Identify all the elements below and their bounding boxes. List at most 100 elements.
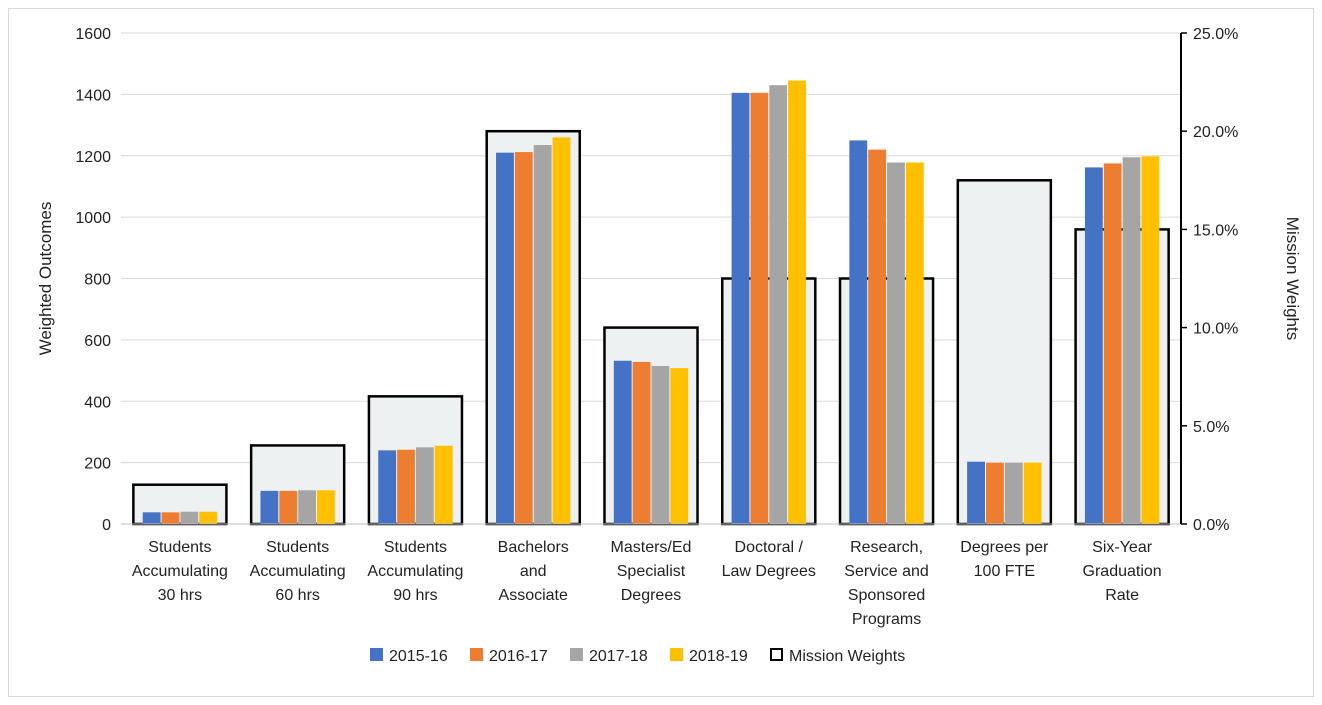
y2-tick-label: 0.0%: [1193, 517, 1229, 534]
x-tick-label: Six-Year Graduation Rate: [1083, 539, 1162, 604]
x-tick-label-line: Service and: [844, 563, 929, 580]
y2-axis-ticks: 0.0% 5.0% 10.0% 15.0% 20.0% 25.0%: [1181, 26, 1238, 534]
y2-tick-label: 25.0%: [1193, 26, 1238, 43]
bar: [279, 490, 298, 524]
x-tick-label-line: Sponsored: [848, 587, 925, 604]
x-tick-label: Doctoral / Law Degrees: [722, 539, 816, 580]
bar: [1023, 462, 1042, 524]
legend-item: 2017-18: [570, 648, 648, 665]
x-tick-label: Degrees per 100 FTE: [960, 539, 1049, 580]
y2-tick-label: 5.0%: [1193, 419, 1229, 436]
bar: [887, 162, 905, 524]
x-axis-labels: Students Accumulating 30 hrs Students Accumu…: [132, 539, 1162, 628]
legend-label: 2018-19: [689, 648, 748, 665]
x-tick-label: Bachelors and Associate: [498, 539, 569, 604]
x-tick-label-line: 100 FTE: [974, 563, 1035, 580]
legend-label: Mission Weights: [789, 648, 905, 665]
bar: [260, 490, 279, 524]
bar: [142, 512, 161, 524]
bar: [731, 92, 750, 524]
bar: [1103, 163, 1122, 524]
bar: [632, 361, 651, 524]
bar: [1141, 156, 1160, 524]
bar: [788, 80, 806, 525]
y-tick-label: 1600: [75, 26, 111, 43]
y-tick-label: 200: [84, 456, 111, 473]
bar-chart: 0 200 400 600 800 1000 1200 1400 1600 0.0% 5.0% 10…: [36, 26, 1302, 665]
x-tick-label-line: Accumulating: [367, 563, 463, 580]
chart-frame: 0 200 400 600 800 1000 1200 1400 1600 0.0% 5.0% 10…: [8, 8, 1314, 697]
legend-swatch: [770, 648, 783, 661]
x-tick-label-line: Associate: [499, 587, 568, 604]
bar: [298, 490, 317, 524]
legend-item: 2015-16: [370, 648, 448, 665]
x-tick-label: Research, Service and Sponsored Programs: [844, 539, 929, 628]
bar: [533, 145, 552, 524]
x-tick-label-line: 60 hrs: [275, 587, 319, 604]
y-axis-title: Weighted Outcomes: [36, 202, 55, 356]
bar: [434, 445, 453, 524]
x-tick-label-line: Students: [266, 539, 329, 556]
x-tick-label: Students Accumulating 90 hrs: [367, 539, 463, 604]
x-tick-label-line: Rate: [1105, 587, 1139, 604]
bar: [967, 461, 985, 524]
bar: [552, 137, 571, 524]
y-tick-label: 800: [84, 272, 111, 289]
legend-swatch: [370, 648, 383, 661]
bar: [180, 511, 199, 524]
bar: [1122, 157, 1141, 525]
y2-axis-title: Mission Weights: [1283, 217, 1302, 340]
bar: [613, 360, 632, 524]
bar: [769, 85, 788, 524]
legend-item: 2018-19: [670, 648, 748, 665]
legend: 2015-16 2016-17 2017-18 2018-19 Mission Weig…: [370, 648, 905, 665]
x-tick-label-line: Doctoral /: [735, 539, 804, 556]
x-tick-label-line: Students: [384, 539, 447, 556]
x-tick-label-line: Six-Year: [1092, 539, 1153, 556]
legend-swatch: [670, 648, 683, 661]
legend-label: 2017-18: [589, 648, 648, 665]
bar: [514, 152, 533, 524]
x-tick-label-line: Degrees: [621, 587, 681, 604]
x-tick-label-line: and: [520, 563, 547, 580]
x-tick-label-line: Bachelors: [498, 539, 569, 556]
legend-label: 2016-17: [489, 648, 548, 665]
bar: [415, 447, 434, 524]
y2-tick-label: 15.0%: [1193, 222, 1238, 239]
y2-tick-label: 10.0%: [1193, 321, 1238, 338]
bar: [496, 152, 514, 524]
x-tick-label-line: Degrees per: [960, 539, 1049, 556]
y-tick-label: 400: [84, 394, 111, 411]
legend-item: 2016-17: [470, 648, 548, 665]
axes: [121, 33, 1182, 525]
y-tick-label: 600: [84, 333, 111, 350]
x-tick-label-line: Research,: [850, 539, 923, 556]
x-tick-label-line: Students: [148, 539, 211, 556]
legend-item: Mission Weights: [770, 648, 905, 665]
y-axis-ticks: 0 200 400 600 800 1000 1200 1400 1600: [75, 26, 111, 534]
bar: [905, 162, 924, 524]
y-tick-label: 1200: [75, 149, 111, 166]
x-tick-label-line: Masters/Ed: [611, 539, 692, 556]
x-tick-label-line: 90 hrs: [393, 587, 437, 604]
bar: [750, 92, 769, 524]
bar: [849, 140, 868, 524]
y-tick-label: 1000: [75, 210, 111, 227]
bar: [1004, 462, 1023, 524]
legend-swatch: [570, 648, 583, 661]
bar-series: [142, 80, 1160, 525]
bar: [378, 450, 397, 524]
y2-tick-label: 20.0%: [1193, 124, 1238, 141]
x-tick-label-line: Graduation: [1083, 563, 1162, 580]
x-tick-label: Masters/Ed Specialist Degrees: [611, 539, 692, 604]
bar: [868, 149, 887, 525]
bar: [397, 449, 415, 524]
bar: [317, 490, 335, 524]
bar: [161, 512, 180, 524]
x-tick-label-line: Programs: [852, 611, 921, 628]
y-tick-label: 0: [102, 517, 111, 534]
bar: [670, 368, 689, 524]
bar: [985, 462, 1004, 524]
x-tick-label: Students Accumulating 60 hrs: [250, 539, 346, 604]
bar: [1084, 167, 1103, 524]
